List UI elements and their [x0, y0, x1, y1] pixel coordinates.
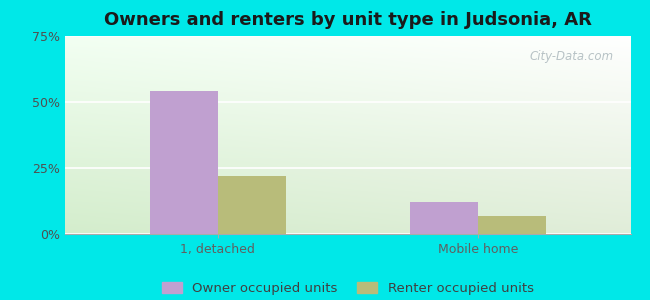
Bar [410, 202, 478, 234]
Text: City-Data.com: City-Data.com [529, 50, 614, 63]
Bar [478, 215, 545, 234]
Bar [218, 176, 285, 234]
Legend: Owner occupied units, Renter occupied units: Owner occupied units, Renter occupied un… [157, 276, 539, 300]
Title: Owners and renters by unit type in Judsonia, AR: Owners and renters by unit type in Judso… [104, 11, 592, 29]
Bar [150, 92, 218, 234]
